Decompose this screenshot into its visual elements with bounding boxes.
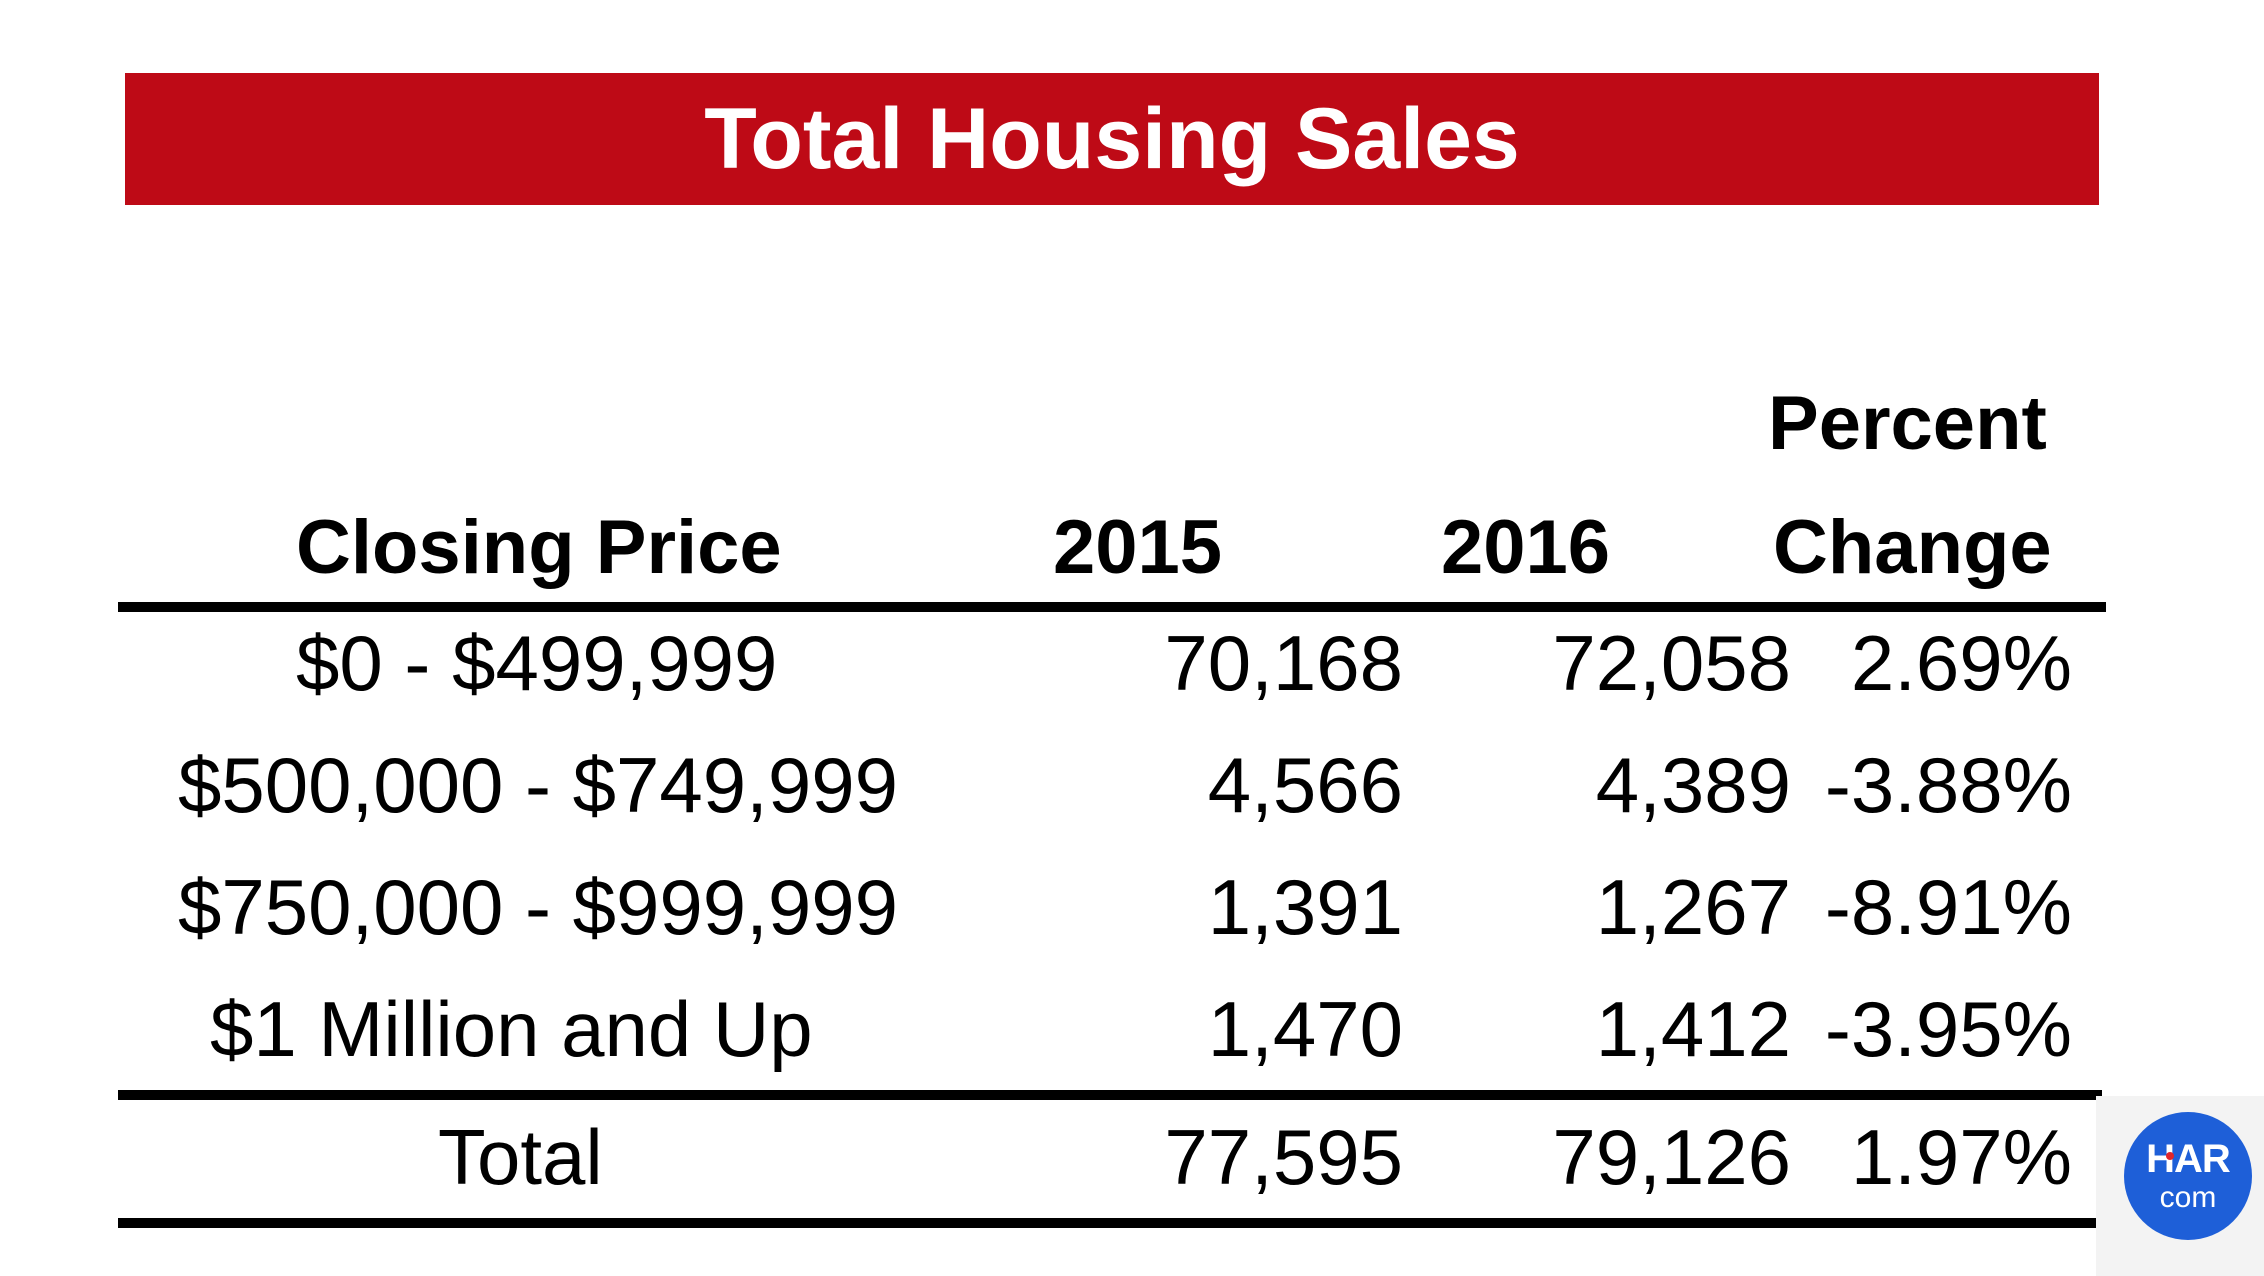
sales-2016: 72,058: [1552, 619, 1791, 707]
sales-2016: 4,389: [1595, 741, 1791, 829]
closing-price-range: $750,000 - $999,999: [178, 863, 898, 951]
logo-text-bottom: com: [2159, 1181, 2217, 1214]
logo-dot: [2166, 1152, 2174, 1160]
total-label: Total: [438, 1113, 603, 1201]
percent-change: 2.69%: [1850, 619, 2072, 707]
sales-2015: 1,470: [1207, 985, 1403, 1073]
closing-price-range: $500,000 - $749,999: [178, 741, 898, 829]
sales-2016: 1,267: [1595, 863, 1791, 951]
percent-change: -3.95%: [1824, 985, 2072, 1073]
total-percent-change: 1.97%: [1850, 1113, 2072, 1201]
har-com-logo-icon: HAR com: [2124, 1112, 2252, 1240]
closing-price-range: $0 - $499,999: [296, 619, 778, 707]
header-percent-line1: Percent: [1768, 381, 2047, 466]
percent-change: -3.88%: [1824, 741, 2072, 829]
total-rule-bottom: [118, 1218, 2096, 1228]
sales-2015: 1,391: [1207, 863, 1403, 951]
total-2015: 77,595: [1164, 1113, 1403, 1201]
sales-2015: 70,168: [1164, 619, 1403, 707]
page-title: Total Housing Sales: [704, 90, 1520, 187]
header-percent-line2: Change: [1773, 505, 2052, 590]
header-rule: [118, 602, 2106, 612]
sales-2016: 1,412: [1595, 985, 1791, 1073]
total-2016: 79,126: [1552, 1113, 1791, 1201]
total-rule-top: [118, 1090, 2102, 1100]
header-2015: 2015: [1053, 505, 1223, 590]
sales-2015: 4,566: [1207, 741, 1403, 829]
closing-price-range: $1 Million and Up: [210, 985, 813, 1073]
title-banner: Total Housing Sales: [125, 73, 2099, 205]
header-2016: 2016: [1441, 505, 1611, 590]
header-closing-price: Closing Price: [296, 505, 782, 590]
percent-change: -8.91%: [1824, 863, 2072, 951]
logo-text-top: HAR: [2146, 1137, 2231, 1181]
